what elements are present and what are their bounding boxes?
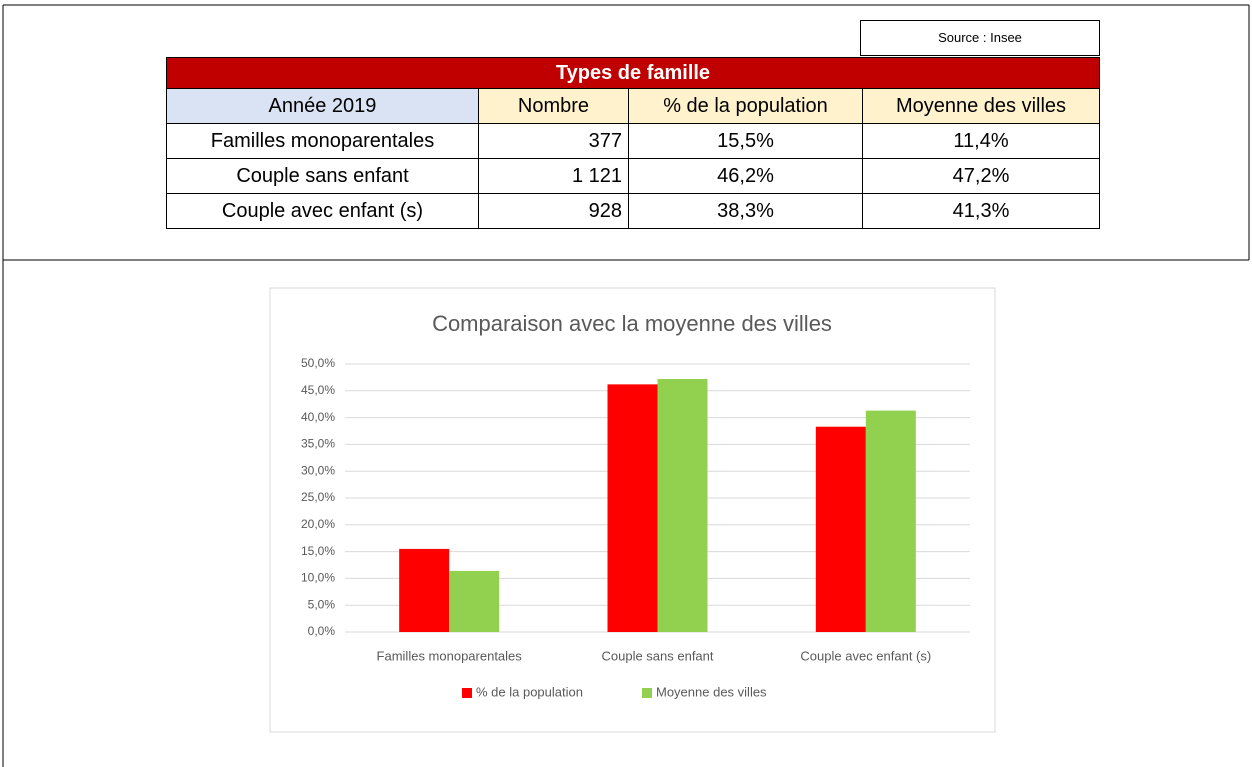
bar xyxy=(657,379,708,632)
table: Types de famille Année 2019 Nombre % de … xyxy=(166,57,1100,229)
cell: Familles monoparentales xyxy=(166,123,479,159)
y-tick-label: 40,0% xyxy=(301,410,335,424)
bar xyxy=(449,570,500,632)
y-tick-label: 20,0% xyxy=(301,517,335,531)
bar xyxy=(399,548,450,632)
cell: 928 xyxy=(478,193,629,229)
x-tick-label: Familles monoparentales xyxy=(377,648,523,663)
cell: 38,3% xyxy=(628,193,863,229)
bar xyxy=(865,410,916,632)
y-tick-label: 25,0% xyxy=(301,490,335,504)
cell: 377 xyxy=(478,123,629,159)
cell: 11,4% xyxy=(862,123,1100,159)
y-tick-label: 0,0% xyxy=(308,624,336,638)
x-tick-label: Couple avec enfant (s) xyxy=(800,648,931,663)
cell: Couple avec enfant (s) xyxy=(166,193,479,229)
legend-label: % de la population xyxy=(476,684,583,699)
y-tick-label: 45,0% xyxy=(301,383,335,397)
bar xyxy=(607,384,658,632)
legend-label: Moyenne des villes xyxy=(656,684,767,699)
y-tick-label: 50,0% xyxy=(301,356,335,370)
bar xyxy=(815,426,866,632)
y-tick-label: 15,0% xyxy=(301,544,335,558)
y-tick-label: 30,0% xyxy=(301,463,335,477)
cell: 41,3% xyxy=(862,193,1100,229)
y-tick-label: 10,0% xyxy=(301,571,335,585)
chart-title: Comparaison avec la moyenne des villes xyxy=(432,311,832,336)
x-tick-label: Couple sans enfant xyxy=(601,648,713,663)
y-tick-label: 5,0% xyxy=(308,597,336,611)
table-title: Types de famille xyxy=(166,57,1100,89)
y-tick-label: 35,0% xyxy=(301,437,335,451)
source: Source : Insee xyxy=(860,20,1100,56)
legend-swatch xyxy=(462,688,472,698)
header: Année 2019 xyxy=(166,88,479,124)
legend-swatch xyxy=(642,688,652,698)
